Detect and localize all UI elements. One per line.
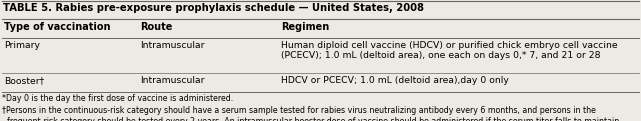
Text: Route: Route: [140, 22, 173, 32]
Text: Human diploid cell vaccine (HDCV) or purified chick embryo cell vaccine
(PCECV);: Human diploid cell vaccine (HDCV) or pur…: [281, 41, 618, 60]
Text: Primary: Primary: [4, 41, 40, 49]
Text: Intramuscular: Intramuscular: [140, 76, 205, 85]
Text: Type of vaccination: Type of vaccination: [4, 22, 111, 32]
Text: †Persons in the continuous-risk category should have a serum sample tested for r: †Persons in the continuous-risk category…: [2, 106, 595, 115]
Text: TABLE 5. Rabies pre-exposure prophylaxis schedule — United States, 2008: TABLE 5. Rabies pre-exposure prophylaxis…: [3, 3, 424, 13]
Text: frequent-risk category should be tested every 2 years. An intramuscular booster : frequent-risk category should be tested …: [2, 117, 619, 121]
Text: Regimen: Regimen: [281, 22, 329, 32]
Text: Booster†: Booster†: [4, 76, 45, 85]
Text: HDCV or PCECV; 1.0 mL (deltoid area),day 0 only: HDCV or PCECV; 1.0 mL (deltoid area),day…: [281, 76, 509, 85]
Text: *Day 0 is the day the first dose of vaccine is administered.: *Day 0 is the day the first dose of vacc…: [2, 94, 233, 103]
Text: Intramuscular: Intramuscular: [140, 41, 205, 49]
